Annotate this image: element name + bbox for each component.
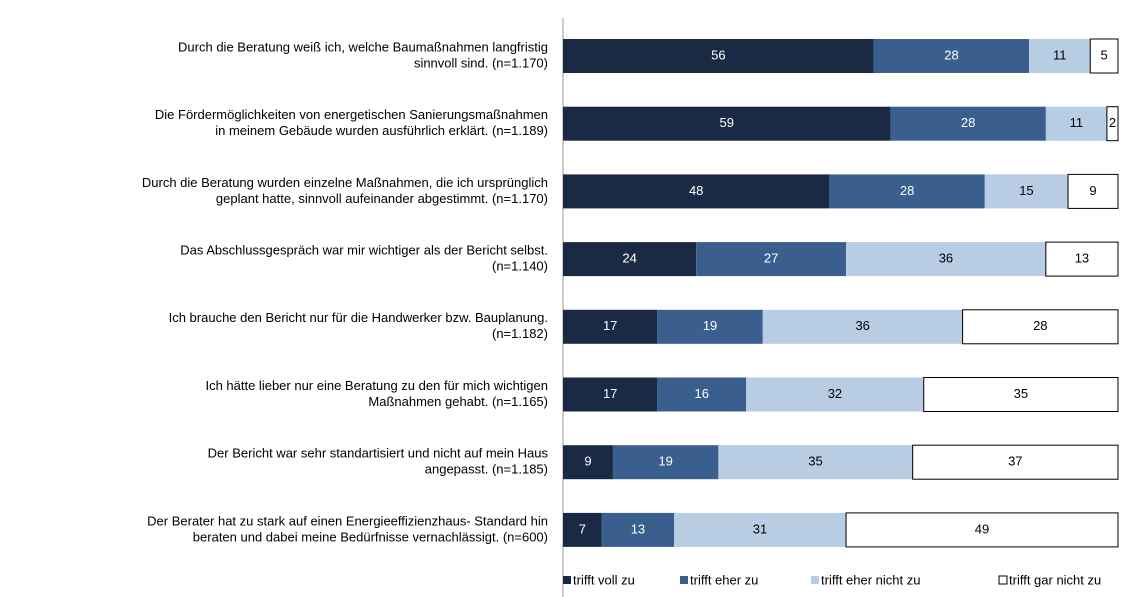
data-label: 17 bbox=[603, 386, 617, 401]
bar-segment bbox=[923, 377, 1119, 412]
bar-segment bbox=[1045, 241, 1119, 277]
category-label: Der Bericht war sehr standartisiert und … bbox=[208, 446, 549, 461]
legend-swatch bbox=[563, 576, 571, 584]
legend-label: trifft voll zu bbox=[573, 572, 635, 587]
bar-segment bbox=[845, 512, 1119, 548]
data-label: 48 bbox=[689, 183, 703, 198]
data-label: 28 bbox=[900, 183, 914, 198]
bar-segment bbox=[657, 309, 763, 344]
data-label: 11 bbox=[1070, 115, 1084, 130]
data-label: 13 bbox=[631, 521, 645, 536]
data-label: 24 bbox=[622, 251, 636, 266]
bar-segment bbox=[563, 377, 658, 412]
data-label: 13 bbox=[1075, 251, 1089, 266]
category-label: Der Berater hat zu stark auf einen Energ… bbox=[147, 513, 548, 528]
legend-swatch bbox=[998, 575, 1008, 585]
data-label: 19 bbox=[703, 318, 717, 333]
data-label: 35 bbox=[808, 454, 822, 469]
bar-segment bbox=[563, 174, 830, 209]
bar-segment bbox=[563, 512, 602, 547]
category-label: Maßnahmen gehabt. (n=1.165) bbox=[368, 394, 548, 409]
data-label: 15 bbox=[1019, 183, 1033, 198]
data-label: 59 bbox=[719, 115, 733, 130]
bar-segment bbox=[846, 242, 1046, 277]
category-label: Das Abschlussgespräch war mir wichtiger … bbox=[180, 243, 548, 258]
bar-segment bbox=[829, 174, 985, 209]
data-label: 5 bbox=[1101, 47, 1108, 62]
data-label: 9 bbox=[584, 454, 591, 469]
legend-swatch bbox=[680, 576, 688, 584]
data-label: 28 bbox=[961, 115, 975, 130]
legend-label: trifft eher zu bbox=[690, 572, 758, 587]
data-label: 32 bbox=[828, 386, 842, 401]
bar-segment bbox=[696, 242, 847, 277]
data-label: 28 bbox=[944, 47, 958, 62]
bar-segment bbox=[1089, 38, 1119, 74]
bar-segment bbox=[1106, 106, 1119, 142]
data-label: 27 bbox=[764, 251, 778, 266]
category-label: angepasst. (n=1.185) bbox=[425, 462, 548, 477]
data-label: 49 bbox=[975, 521, 989, 536]
category-label: geplant hatte, sinnvoll aufeinander abge… bbox=[216, 191, 548, 206]
bar-segment bbox=[674, 512, 847, 547]
bar-segment bbox=[563, 39, 874, 73]
category-label: (n=1.140) bbox=[492, 259, 548, 274]
bar-segment bbox=[746, 377, 924, 412]
data-label: 35 bbox=[1014, 386, 1028, 401]
bar-segment bbox=[873, 39, 1030, 73]
category-label: in meinem Gebäude wurden ausführlich erk… bbox=[215, 123, 548, 138]
data-label: 28 bbox=[1033, 318, 1047, 333]
data-label: 7 bbox=[579, 521, 586, 536]
bar-segment bbox=[1029, 39, 1091, 73]
category-label: Die Fördermöglichkeiten von energetische… bbox=[155, 107, 548, 122]
data-label: 19 bbox=[658, 454, 672, 469]
bar-segment bbox=[718, 445, 913, 480]
data-label: 9 bbox=[1089, 183, 1096, 198]
data-label: 37 bbox=[1008, 454, 1022, 469]
category-label: Ich brauche den Bericht nur für die Hand… bbox=[169, 310, 548, 325]
data-label: 16 bbox=[695, 386, 709, 401]
bar-segment bbox=[563, 242, 697, 277]
data-label: 2 bbox=[1109, 115, 1116, 130]
bar-segment bbox=[657, 377, 747, 412]
bar-segment bbox=[563, 309, 658, 344]
bar-segment bbox=[1045, 106, 1107, 141]
bar-segment bbox=[601, 512, 674, 547]
data-label: 56 bbox=[711, 47, 725, 62]
bar-segment bbox=[762, 309, 963, 344]
bar-segment bbox=[563, 445, 613, 480]
legend-label: trifft gar nicht zu bbox=[1009, 572, 1101, 587]
bar-segment bbox=[612, 445, 719, 480]
legend-swatch bbox=[811, 576, 819, 584]
category-label: Durch die Beratung weiß ich, welche Baum… bbox=[178, 39, 548, 54]
bar-segment bbox=[984, 174, 1069, 209]
bar-segment bbox=[912, 444, 1119, 480]
category-label: beraten und dabei meine Bedürfnisse vern… bbox=[193, 529, 548, 544]
category-label: Durch die Beratung wurden einzelne Maßna… bbox=[142, 175, 548, 190]
data-label: 17 bbox=[603, 318, 617, 333]
bar-segment bbox=[563, 106, 891, 141]
data-label: 36 bbox=[855, 318, 869, 333]
category-label: sinnvoll sind. (n=1.170) bbox=[414, 55, 548, 70]
data-label: 31 bbox=[753, 521, 767, 536]
category-label: Ich hätte lieber nur eine Beratung zu de… bbox=[205, 378, 548, 393]
bar-segment bbox=[890, 106, 1046, 141]
bar-segment bbox=[962, 309, 1119, 345]
category-label: (n=1.182) bbox=[492, 326, 548, 341]
data-label: 36 bbox=[939, 251, 953, 266]
data-label: 11 bbox=[1053, 47, 1067, 62]
bar-segment bbox=[1067, 173, 1119, 209]
legend-label: trifft eher nicht zu bbox=[821, 572, 920, 587]
